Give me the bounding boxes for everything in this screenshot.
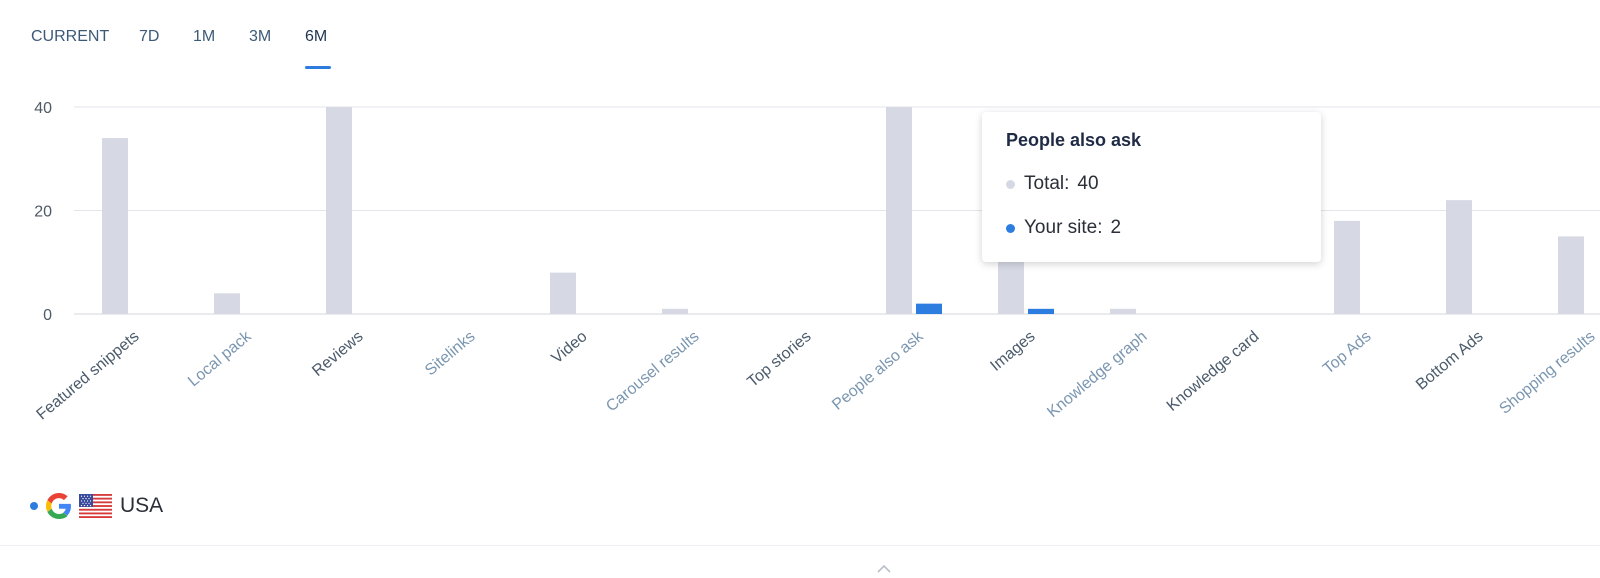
- tooltip-title: People also ask: [1006, 130, 1142, 150]
- bar-total-knowledge-graph: [1110, 308, 1136, 314]
- chart-legend[interactable]: USA: [30, 492, 163, 520]
- x-category-label-reviews: Reviews: [309, 328, 366, 380]
- tooltip-row-your-site: Your site: 2: [1006, 217, 1297, 239]
- x-category-label-knowledge-graph: Knowledge graph: [1044, 328, 1150, 421]
- tooltip-total-value: 40: [1077, 173, 1099, 194]
- x-category-label-carousel-results: Carousel results: [603, 328, 702, 415]
- chevron-up-icon[interactable]: [876, 562, 892, 578]
- tab-1m[interactable]: 1M: [193, 28, 216, 45]
- serp-features-bar-chart: 0 20 40 Featured snippets Local pack Reviews S…: [34, 100, 1600, 423]
- y-tick-label-40: 40: [34, 100, 52, 117]
- bar-total-carousel-results: [662, 308, 688, 314]
- bar-total-video: [550, 272, 576, 314]
- y-tick-label-20: 20: [34, 204, 52, 221]
- google-logo-icon: [46, 493, 71, 519]
- x-category-label-video: Video: [549, 328, 591, 367]
- x-category-label-images: Images: [987, 328, 1038, 375]
- x-category-label-top-stories: Top stories: [744, 328, 814, 391]
- usa-flag-icon: [79, 494, 112, 518]
- bar-total-bottom-ads: [1446, 200, 1472, 314]
- bar-total-reviews: [326, 107, 352, 314]
- x-category-label-shopping-results: Shopping results: [1496, 328, 1598, 418]
- bar-your-site-images: [1028, 308, 1054, 314]
- bar-total-top-ads: [1334, 220, 1360, 314]
- x-category-label-featured-snippets: Featured snippets: [34, 328, 143, 423]
- bar-total-images: [998, 257, 1024, 314]
- bar-total-local-pack: [214, 293, 240, 314]
- active-tab-indicator: [305, 66, 331, 69]
- x-category-label-sitelinks: Sitelinks: [422, 328, 479, 379]
- legend-country-label: USA: [120, 494, 164, 517]
- x-category-label-top-ads: Top Ads: [1320, 328, 1375, 378]
- bar-total-featured-snippets: [102, 138, 128, 314]
- chart-tooltip: People also ask Total: 40 Your site: 2: [982, 112, 1321, 262]
- y-tick-label-0: 0: [43, 307, 52, 324]
- bar-your-site-people-also-ask: [916, 303, 942, 314]
- x-category-label-local-pack: Local pack: [185, 327, 255, 390]
- your-site-dot-icon: [1006, 223, 1015, 233]
- tooltip-row-total: Total: 40: [1006, 173, 1297, 195]
- x-category-label-bottom-ads: Bottom Ads: [1413, 328, 1487, 394]
- tooltip-total-label: Total:: [1024, 173, 1070, 194]
- section-divider: [0, 545, 1600, 546]
- tab-current[interactable]: CURRENT: [31, 28, 110, 45]
- total-dot-icon: [1006, 179, 1015, 189]
- tooltip-your-site-value: 2: [1110, 217, 1122, 238]
- x-category-label-people-also-ask: People also ask: [829, 327, 927, 413]
- tooltip-your-site-label: Your site:: [1024, 217, 1103, 238]
- bar-total-people-also-ask: [886, 107, 912, 314]
- bar-total-shopping-results: [1558, 236, 1584, 314]
- tab-7d[interactable]: 7D: [139, 28, 160, 45]
- tab-3m[interactable]: 3M: [249, 28, 272, 45]
- legend-dot-icon: [30, 502, 38, 510]
- x-category-label-knowledge-card: Knowledge card: [1164, 328, 1263, 415]
- tab-6m[interactable]: 6M: [305, 28, 328, 45]
